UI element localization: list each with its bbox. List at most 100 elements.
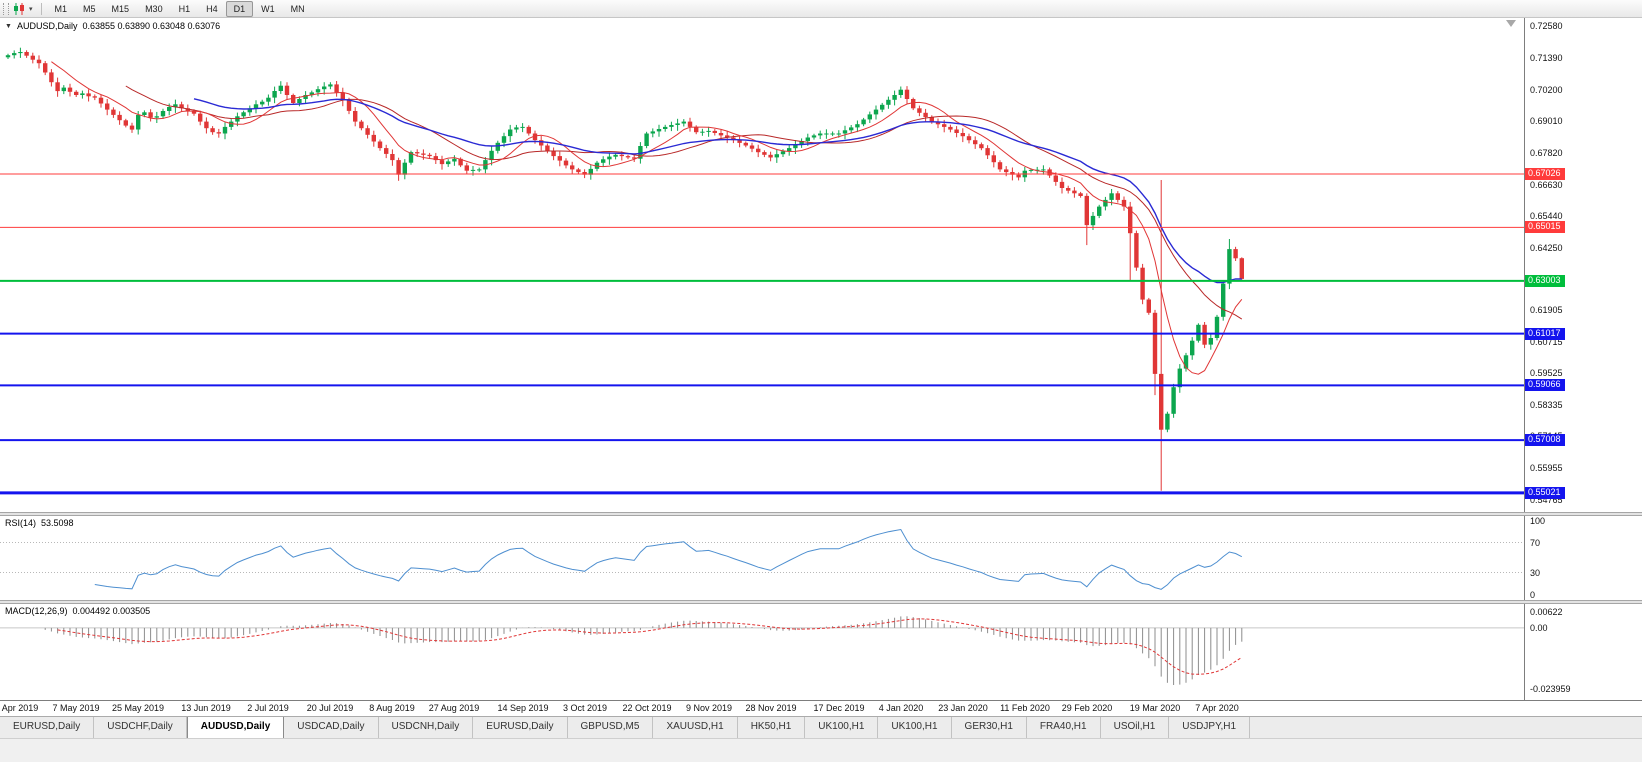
rsi-label: RSI(14) [5,518,37,528]
chart-tab-usdchf-daily[interactable]: USDCHF,Daily [94,717,187,738]
price-axis-label: 0.55955 [1530,463,1563,473]
chart-tab-gbpusd-m5[interactable]: GBPUSD,M5 [567,717,654,738]
chart-tabs: EURUSD,Daily USDCHF,Daily AUDUSD,Daily USDC… [0,716,1642,738]
price-axis-label: 0.65440 [1530,211,1563,221]
macd-plot[interactable] [0,604,1524,700]
macd-axis-label: 0.00622 [1530,607,1563,617]
price-axis-label: 0.58335 [1530,400,1563,410]
date-label: 22 Oct 2019 [622,703,672,713]
toolbar: ▾ M1 M5 M15 M30 H1 H4 D1 W1 MN [0,0,1642,18]
date-label: 20 Jul 2019 [306,703,354,713]
chart-tab-eurusd-daily[interactable]: EURUSD,Daily [473,717,568,738]
chart-tab-uk100-h1[interactable]: UK100,H1 [805,717,879,738]
rsi-panel: 100 70 30 0 RSI(14) 53.5098 [0,516,1642,600]
price-axis-label: 0.60715 [1530,337,1563,347]
chart-type-icon[interactable] [13,2,27,15]
chart-tab-usoil-h1[interactable]: USOil,H1 [1100,717,1170,738]
price-axis-label: 0.69010 [1530,116,1563,126]
status-bar [0,738,1642,762]
price-axis-label: 0.71390 [1530,53,1563,63]
timeframe-button-m30[interactable]: M30 [145,3,163,14]
chart-tab-uk100-h1[interactable]: UK100,H1 [878,717,952,738]
timeframe-button-m1[interactable]: M1 [54,3,68,14]
panel-splitter[interactable] [0,512,1642,516]
rsi-axis-label: 70 [1530,538,1541,548]
price-line-flag: 0.59066 [1525,379,1565,391]
macd-axis[interactable]: 0.00622 0.00 -0.023959 [1524,604,1642,700]
main-chart-panel: 0.72580 0.71390 0.70200 0.69010 0.67820 0.666… [0,18,1642,512]
date-label: 29 Feb 2020 [1061,703,1113,713]
timeframe-button-mn[interactable]: MN [290,3,305,14]
timeframe-button-h1[interactable]: H1 [178,3,191,14]
chart-tab-hk50-h1[interactable]: HK50,H1 [737,717,806,738]
chart-shift-marker[interactable] [1506,20,1516,27]
date-label: 23 Jan 2020 [938,703,988,713]
date-label: 14 Sep 2019 [497,703,549,713]
rsi-plot[interactable] [0,516,1524,600]
price-line-flag: 0.55021 [1525,487,1565,499]
chart-tab-xauusd-h1[interactable]: XAUUSD,H1 [653,717,738,738]
main-chart-plot[interactable] [0,18,1524,512]
date-label: 3 Oct 2019 [562,703,608,713]
price-axis-label: 0.54765 [1530,495,1563,505]
price-axis-label: 0.64250 [1530,243,1563,253]
date-label: 27 Aug 2019 [428,703,480,713]
macd-axis-label: -0.023959 [1530,684,1571,694]
timeframe-button-m5[interactable]: M5 [83,3,96,14]
price-axis-label: 0.59525 [1530,368,1563,378]
date-label: 7 Apr 2020 [1195,703,1239,713]
chart-tab-usdjpy-h1[interactable]: USDJPY,H1 [1169,717,1251,738]
date-label: 28 Nov 2019 [745,703,797,713]
price-axis-label: 0.70200 [1530,85,1563,95]
price-axis-label: 0.66630 [1530,180,1563,190]
macd-label: MACD(12,26,9) [5,606,68,616]
price-axis[interactable]: 0.72580 0.71390 0.70200 0.69010 0.67820 0.666… [1524,18,1642,512]
macd-header: MACD(12,26,9) 0.004492 0.003505 [5,606,150,616]
timeframe-button-m15[interactable]: M15 [111,3,130,14]
macd-panel: 0.00622 0.00 -0.023959 MACD(12,26,9) 0.004… [0,604,1642,700]
price-line-flag: 0.61017 [1525,328,1565,340]
rsi-value: 53.5098 [41,518,74,528]
date-label: 13 Jun 2019 [181,703,231,713]
timeframe-button-d1[interactable]: D1 [225,0,254,17]
toolbar-grip[interactable] [3,2,9,15]
chart-title: ▼ AUDUSD,Daily 0.63855 0.63890 0.63048 0… [5,21,220,31]
price-line-flag: 0.63003 [1525,275,1565,287]
timeframe-button-h4[interactable]: H4 [206,3,218,14]
date-label: 8 Aug 2019 [369,703,415,713]
date-label: 9 Nov 2019 [685,703,733,713]
timeframe-button-w1[interactable]: W1 [261,3,275,14]
rsi-header: RSI(14) 53.5098 [5,518,74,528]
toolbar-separator [40,2,42,15]
chart-tab-fra40-h1[interactable]: FRA40,H1 [1026,717,1101,738]
date-label: 25 May 2019 [111,703,165,713]
rsi-axis-label: 100 [1530,516,1546,526]
chart-tab-ger30-h1[interactable]: GER30,H1 [951,717,1027,738]
date-label: 19 Mar 2020 [1129,703,1181,713]
chart-tab-eurusd-daily[interactable]: EURUSD,Daily [0,717,95,738]
chart-ohlc-values: 0.63855 0.63890 0.63048 0.63076 [82,21,221,31]
time-axis[interactable]: 18 Apr 2019 7 May 2019 25 May 2019 13 Jun 2… [0,700,1642,716]
chart-symbol-period: AUDUSD,Daily [16,21,78,31]
chart-type-dropdown-icon[interactable]: ▾ [29,5,33,13]
rsi-axis-label: 30 [1530,568,1541,578]
price-axis-label: 0.61905 [1530,305,1563,315]
date-label: 17 Dec 2019 [813,703,865,713]
chart-tab-usdcnh-daily[interactable]: USDCNH,Daily [378,717,474,738]
timeframe-buttons: M1 M5 M15 M30 H1 H4 D1 W1 MN [47,0,313,17]
date-label: 11 Feb 2020 [1000,703,1050,713]
rsi-axis-label: 0 [1530,590,1536,600]
chart-tab-usdcad-daily[interactable]: USDCAD,Daily [284,717,379,738]
rsi-axis[interactable]: 100 70 30 0 [1524,516,1642,600]
price-axis-label: 0.72580 [1530,21,1563,31]
price-axis-label: 0.67820 [1530,148,1563,158]
price-line-flag: 0.67026 [1525,168,1565,180]
date-label: 4 Jan 2020 [878,703,924,713]
price-line-flag: 0.57008 [1525,434,1565,446]
price-line-flag: 0.65015 [1525,221,1565,233]
macd-axis-label: 0.00 [1530,623,1548,633]
collapse-icon[interactable]: ▼ [5,22,12,30]
chart-tab-audusd-daily[interactable]: AUDUSD,Daily [186,717,285,738]
panel-splitter[interactable] [0,600,1642,604]
date-label: 2 Jul 2019 [247,703,289,713]
